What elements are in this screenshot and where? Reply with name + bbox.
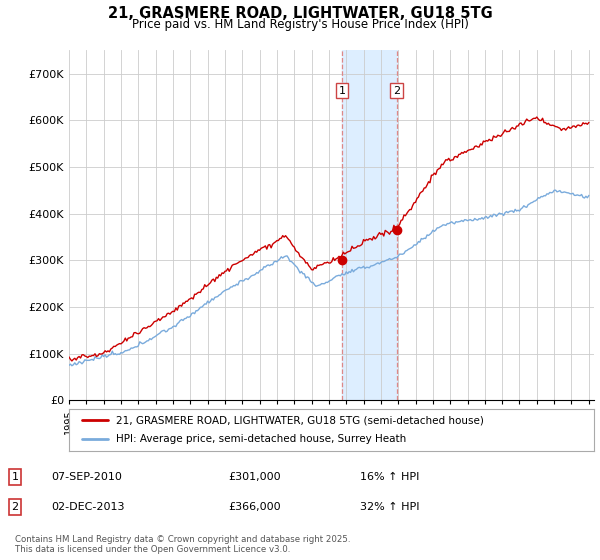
Text: 2: 2 xyxy=(393,86,400,96)
Text: £366,000: £366,000 xyxy=(228,502,281,512)
Text: Price paid vs. HM Land Registry's House Price Index (HPI): Price paid vs. HM Land Registry's House … xyxy=(131,18,469,31)
Text: 16% ↑ HPI: 16% ↑ HPI xyxy=(360,472,419,482)
Text: Contains HM Land Registry data © Crown copyright and database right 2025.
This d: Contains HM Land Registry data © Crown c… xyxy=(15,535,350,554)
Text: 1: 1 xyxy=(11,472,19,482)
Text: £301,000: £301,000 xyxy=(228,472,281,482)
Text: 21, GRASMERE ROAD, LIGHTWATER, GU18 5TG (semi-detached house): 21, GRASMERE ROAD, LIGHTWATER, GU18 5TG … xyxy=(116,415,484,425)
Text: 21, GRASMERE ROAD, LIGHTWATER, GU18 5TG: 21, GRASMERE ROAD, LIGHTWATER, GU18 5TG xyxy=(107,6,493,21)
Text: 2: 2 xyxy=(11,502,19,512)
Bar xyxy=(342,50,397,400)
Text: 32% ↑ HPI: 32% ↑ HPI xyxy=(360,502,419,512)
Text: 1: 1 xyxy=(338,86,346,96)
Text: 07-SEP-2010: 07-SEP-2010 xyxy=(51,472,122,482)
Text: HPI: Average price, semi-detached house, Surrey Heath: HPI: Average price, semi-detached house,… xyxy=(116,435,407,445)
Text: 02-DEC-2013: 02-DEC-2013 xyxy=(51,502,125,512)
